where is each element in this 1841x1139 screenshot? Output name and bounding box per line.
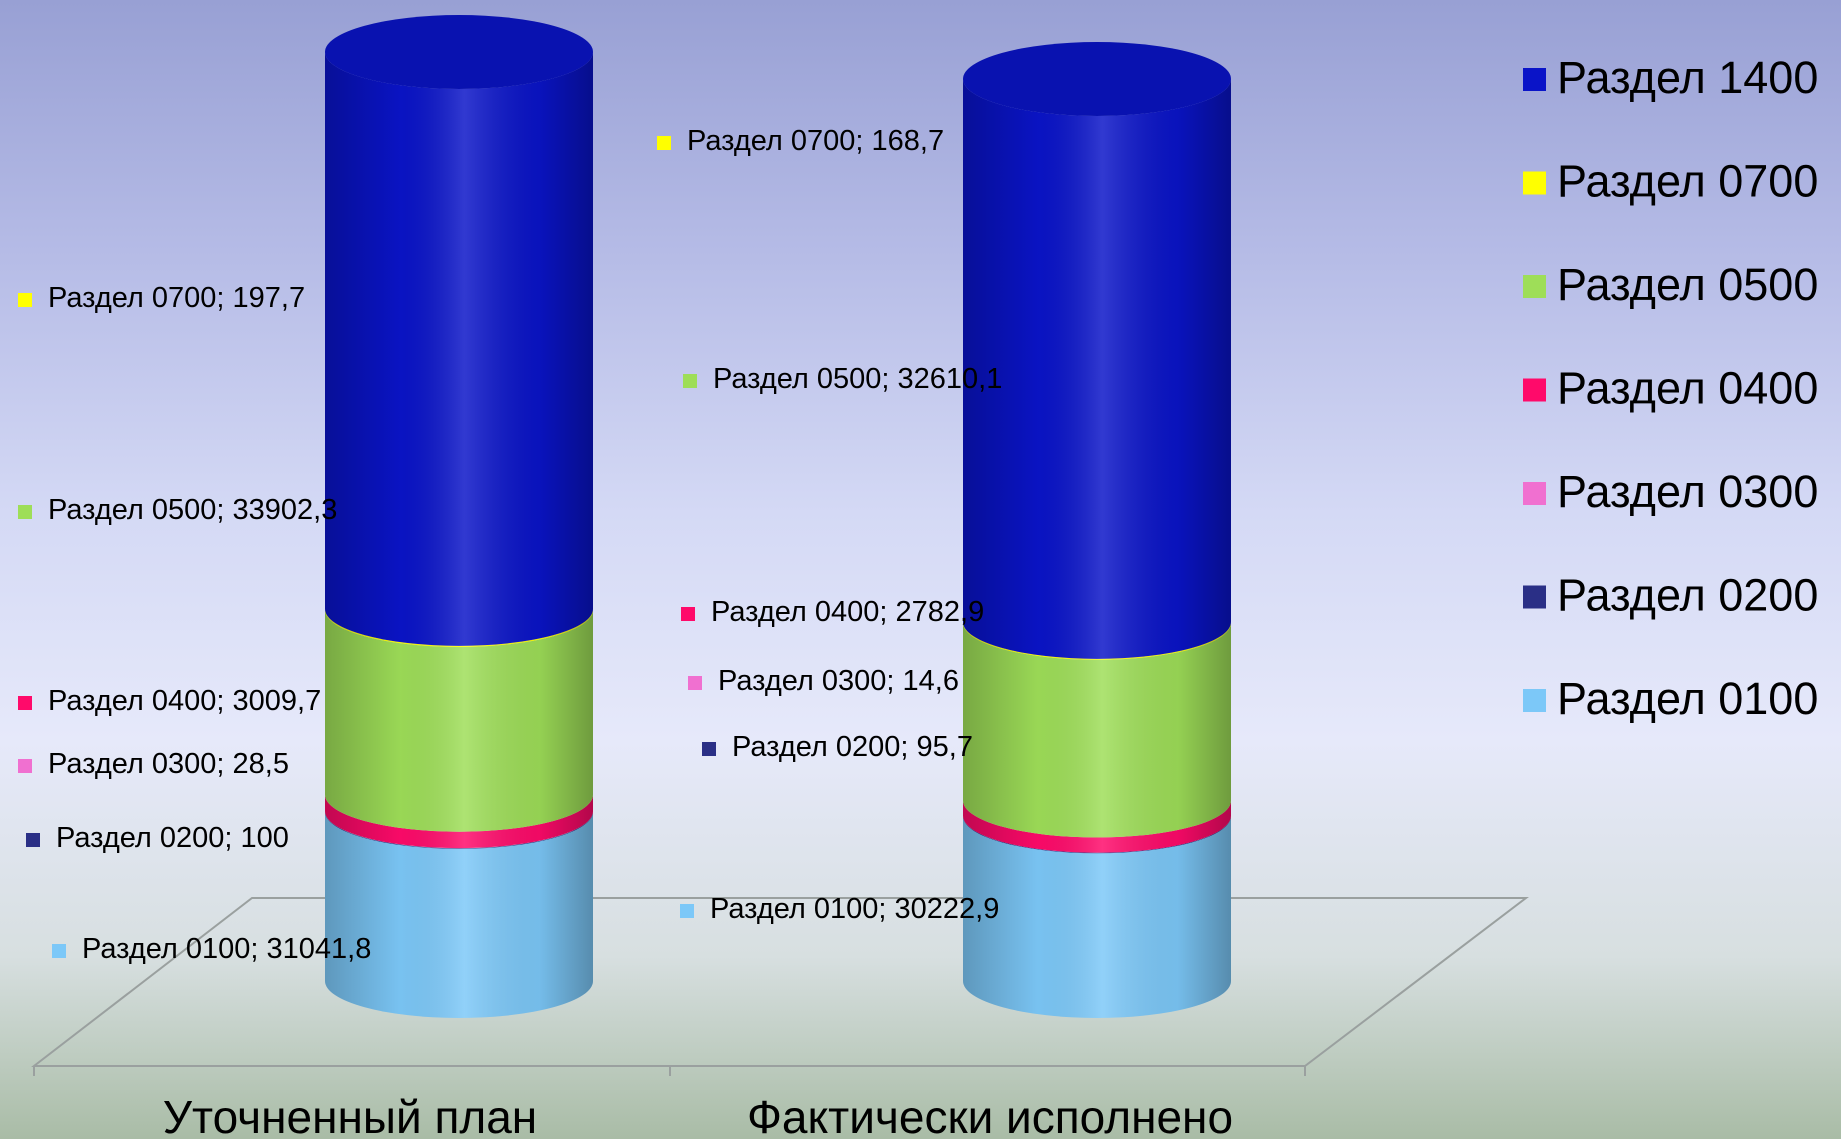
legend-label: Раздел 0100 <box>1557 673 1818 724</box>
legend: Раздел 1400 Раздел 0700 Раздел 0500 Раздел … <box>1523 52 1818 724</box>
legend-entry: Раздел 0700 <box>1523 156 1818 207</box>
bar-раздел-1400-plan <box>325 52 593 646</box>
legend-swatch <box>1523 378 1546 402</box>
data-label-marker <box>18 759 32 773</box>
legend-entry: Раздел 0200 <box>1523 570 1818 621</box>
bar-раздел-0500-plan <box>325 609 593 832</box>
data-label: Раздел 0400; 2782,9 <box>681 596 984 628</box>
legend-entry: Раздел 0400 <box>1523 363 1818 414</box>
data-label-text: Раздел 0200; 100 <box>56 822 289 854</box>
data-label-marker <box>681 607 695 621</box>
data-label: Раздел 0300; 28,5 <box>18 748 289 780</box>
cylinder-top-cap <box>963 42 1231 116</box>
data-label-marker <box>688 676 702 690</box>
x-axis: Уточненный план Фактически исполнено <box>163 1091 1233 1139</box>
legend-label: Раздел 0700 <box>1557 156 1818 207</box>
legend-swatch <box>1523 171 1546 195</box>
data-label-marker <box>18 696 32 710</box>
bar-раздел-0400-fact <box>963 800 1231 853</box>
data-label-marker <box>26 833 40 847</box>
bar-раздел-0100-plan <box>325 811 593 1018</box>
data-label-text: Раздел 0100; 30222,9 <box>710 893 999 925</box>
data-label: Раздел 0300; 14,6 <box>688 665 959 697</box>
cylinder-top-cap <box>325 15 593 89</box>
data-label: Раздел 0500; 33902,3 <box>18 494 337 526</box>
data-label-text: Раздел 0200; 95,7 <box>732 731 973 763</box>
data-label-text: Раздел 0400; 2782,9 <box>711 596 984 628</box>
data-label-text: Раздел 0300; 28,5 <box>48 748 289 780</box>
data-label: Раздел 0700; 168,7 <box>657 125 944 157</box>
bar-раздел-0400-plan <box>325 794 593 849</box>
data-label-text: Раздел 0500; 32610,1 <box>713 363 1002 395</box>
cylinders <box>325 15 1231 1018</box>
legend-label: Раздел 0500 <box>1557 259 1818 310</box>
data-label: Раздел 0100; 31041,8 <box>52 933 371 965</box>
data-label-marker <box>657 136 671 150</box>
data-label: Раздел 0200; 95,7 <box>702 731 973 763</box>
legend-entry: Раздел 1400 <box>1523 52 1818 103</box>
data-label-marker <box>18 293 32 307</box>
data-label-marker <box>680 904 694 918</box>
legend-entry: Раздел 0100 <box>1523 673 1818 724</box>
data-label-text: Раздел 0300; 14,6 <box>718 665 959 697</box>
legend-label: Раздел 0400 <box>1557 363 1818 414</box>
data-label-text: Раздел 0700; 168,7 <box>687 125 944 157</box>
legend-label: Раздел 0300 <box>1557 466 1818 517</box>
data-label-marker <box>18 505 32 519</box>
legend-swatch <box>1523 585 1546 609</box>
data-label-text: Раздел 0400; 3009,7 <box>48 685 321 717</box>
data-labels: Раздел 0100; 31041,8 Раздел 0100; 30222,9… <box>18 125 1002 965</box>
data-label-text: Раздел 0700; 197,7 <box>48 282 305 314</box>
data-label: Раздел 0200; 100 <box>26 822 289 854</box>
data-label-marker <box>683 374 697 388</box>
legend-entry: Раздел 0500 <box>1523 259 1818 310</box>
data-label: Раздел 0100; 30222,9 <box>680 893 999 925</box>
data-label-marker <box>702 742 716 756</box>
bar-раздел-0100-fact <box>963 816 1231 1018</box>
legend-swatch <box>1523 275 1546 298</box>
legend-label: Раздел 0200 <box>1557 570 1818 621</box>
bar-раздел-0500-fact <box>963 622 1231 838</box>
legend-entry: Раздел 0300 <box>1523 466 1818 517</box>
x-tick-label: Фактически исполнено <box>747 1091 1233 1139</box>
data-label: Раздел 0700; 197,7 <box>18 282 305 314</box>
legend-swatch <box>1523 68 1546 91</box>
data-label-text: Раздел 0100; 31041,8 <box>82 933 371 965</box>
legend-swatch <box>1523 482 1546 505</box>
legend-swatch <box>1523 689 1546 712</box>
data-label-text: Раздел 0500; 33902,3 <box>48 494 337 526</box>
data-label: Раздел 0400; 3009,7 <box>18 685 321 717</box>
data-label-marker <box>52 944 66 958</box>
x-tick-label: Уточненный план <box>163 1091 537 1139</box>
legend-label: Раздел 1400 <box>1557 52 1818 103</box>
bar-раздел-1400-fact <box>963 79 1231 659</box>
data-label: Раздел 0500; 32610,1 <box>683 363 1002 395</box>
